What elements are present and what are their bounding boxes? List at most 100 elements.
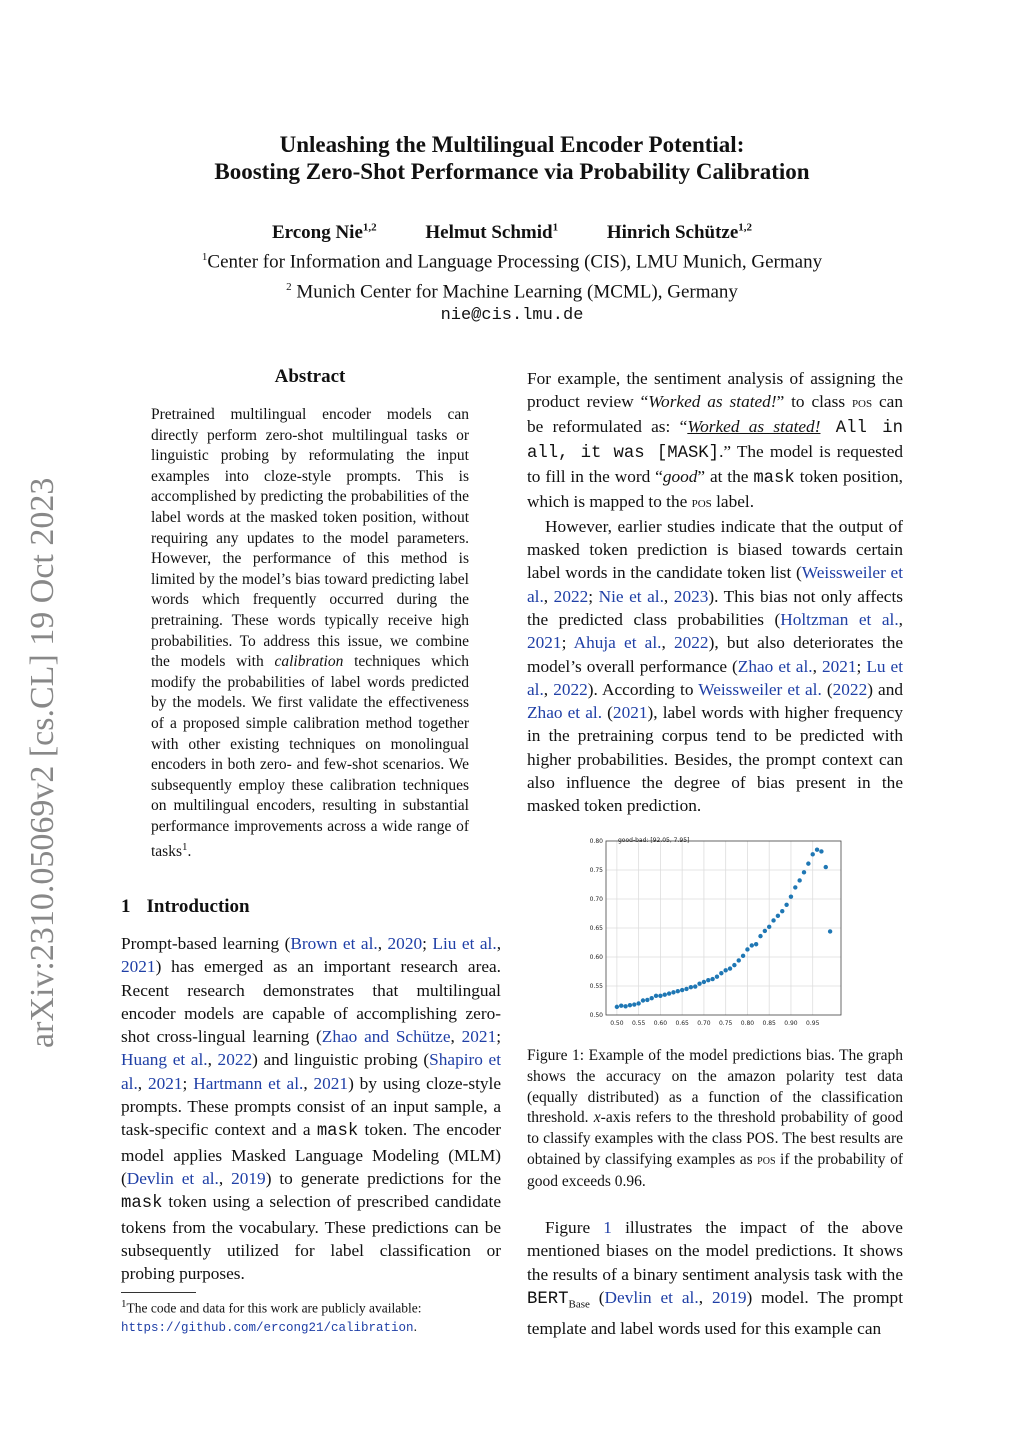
text-span: -axis refers to the threshold probabilit… bbox=[527, 1109, 904, 1168]
code-text: mask bbox=[316, 1122, 359, 1142]
italic-text: Worked as stated! bbox=[648, 392, 777, 412]
figure-1-chart: 0.50 0.55 0.60 0.65 0.70 0.75 0.80 0.85 0.90 0.95… bbox=[590, 837, 842, 1027]
data-point bbox=[640, 998, 646, 1003]
paragraph: For example, the sentiment analysis of a… bbox=[527, 367, 903, 515]
citation-link[interactable]: 2020 bbox=[387, 934, 423, 953]
code-text: BERT bbox=[527, 1289, 569, 1309]
author: Helmut Schmid1 bbox=[425, 222, 558, 243]
text-span: ; bbox=[856, 656, 867, 676]
abstract-body: Pretrained multilingual encoder models c… bbox=[151, 405, 469, 863]
citation-link[interactable]: Nie et al. bbox=[598, 586, 664, 606]
x-tick-label: 0.70 bbox=[697, 1020, 711, 1027]
affiliation-2: 2 Munich Center for Machine Learning (MC… bbox=[0, 275, 1024, 304]
text-span: , bbox=[377, 934, 388, 953]
y-tick-label: 0.65 bbox=[590, 925, 604, 932]
citation-link[interactable]: 2021 bbox=[313, 1073, 349, 1093]
text-span: ), label words with higher frequency in … bbox=[527, 703, 903, 816]
citation-link[interactable]: Devlin et al. bbox=[126, 1168, 219, 1188]
citation-link[interactable]: 2021 bbox=[147, 1073, 183, 1093]
citation-link[interactable]: Weissweiler et al. bbox=[527, 563, 903, 606]
citation-link[interactable]: 2019 bbox=[711, 1287, 747, 1307]
citation-link[interactable]: 2022 bbox=[217, 1050, 253, 1070]
title-line-2: Boosting Zero-Shot Performance via Proba… bbox=[214, 159, 810, 184]
text-span: , bbox=[137, 1073, 148, 1093]
author: Hinrich Schütze1,2 bbox=[607, 222, 752, 243]
citation-link[interactable]: Lu et al. bbox=[527, 656, 903, 699]
citation-link[interactable]: 2021 bbox=[821, 656, 857, 676]
citation-link[interactable]: Weissweiler et al. bbox=[698, 679, 822, 699]
citation-link[interactable]: Brown et al. bbox=[290, 934, 378, 953]
right-column-text-2: Figure 1 illustrates the impact of the a… bbox=[527, 1216, 903, 1340]
affil-sup: 1 bbox=[201, 251, 208, 264]
citation-link[interactable]: 2021 bbox=[461, 1027, 497, 1047]
italic-text: good bbox=[662, 467, 698, 487]
citation-link[interactable]: Holtzman et al. bbox=[780, 609, 899, 629]
data-point bbox=[810, 852, 815, 857]
citation-link[interactable]: Hartmann et al. bbox=[193, 1073, 304, 1093]
citation-link[interactable]: 2021 bbox=[612, 703, 648, 723]
citation-link[interactable]: Liu et al. bbox=[432, 934, 497, 953]
text-span: , bbox=[698, 1287, 712, 1307]
citation-link[interactable]: 2022 bbox=[553, 586, 589, 606]
citation-link[interactable]: 2021 bbox=[527, 633, 562, 653]
author-sup: 1 bbox=[552, 222, 559, 234]
footnote-text: The code and data for this work are publ… bbox=[126, 1300, 422, 1316]
text-span: ) and linguistic probing ( bbox=[252, 1050, 430, 1070]
citation-link[interactable]: Huang et al. bbox=[121, 1050, 208, 1070]
text-span: Figure 1: Example of the model predictio… bbox=[527, 1047, 903, 1127]
x-tick-label: 0.95 bbox=[806, 1020, 820, 1027]
text-span: ) to generate predictions for the bbox=[265, 1168, 501, 1188]
citation-link[interactable]: Ahuja et al. bbox=[573, 633, 662, 653]
footnote-link[interactable]: https://github.com/ercong21/calibration bbox=[121, 1320, 414, 1335]
citation-link[interactable]: Zhao and Schütze bbox=[321, 1027, 451, 1047]
text-span: , bbox=[898, 609, 903, 629]
data-point bbox=[771, 918, 776, 923]
chart-annotation: good-bad: [92.05, 7.95] bbox=[618, 837, 689, 844]
y-tick-label: 0.60 bbox=[590, 954, 604, 961]
data-point bbox=[784, 902, 789, 907]
right-column-text: For example, the sentiment analysis of a… bbox=[527, 367, 903, 818]
citation-link[interactable]: 2022 bbox=[674, 633, 709, 653]
citation-link[interactable]: 2019 bbox=[231, 1168, 266, 1188]
citation-link[interactable]: Devlin et al. bbox=[604, 1287, 699, 1307]
data-point bbox=[775, 913, 781, 919]
author-name: Ercong Nie bbox=[271, 222, 363, 244]
data-point bbox=[827, 929, 833, 934]
figure-caption: Figure 1: Example of the model predictio… bbox=[527, 1046, 903, 1193]
text-span: ), but also deteriorates the model’s ove… bbox=[527, 633, 904, 676]
x-tick-label: 0.50 bbox=[610, 1020, 624, 1027]
text-span: ( bbox=[602, 703, 613, 723]
x-tick-label: 0.55 bbox=[632, 1020, 646, 1027]
citation-link[interactable]: 1 bbox=[603, 1218, 612, 1237]
text-span: ; bbox=[588, 586, 599, 606]
y-tick-label: 0.70 bbox=[590, 896, 604, 903]
citation-link[interactable]: Shapiro et al. bbox=[121, 1050, 502, 1093]
data-point bbox=[797, 878, 802, 883]
citation-link[interactable]: 2022 bbox=[832, 679, 868, 699]
text-span: , bbox=[543, 679, 554, 699]
text-span: ; bbox=[561, 633, 574, 653]
y-tick-label: 0.55 bbox=[590, 983, 604, 990]
data-point bbox=[653, 993, 659, 999]
data-point bbox=[727, 966, 733, 971]
italic-text: x bbox=[593, 1109, 601, 1127]
data-point bbox=[723, 968, 728, 973]
y-tick-label: 0.50 bbox=[590, 1012, 604, 1019]
intro-body: Prompt-based learning (Brown et al., 202… bbox=[121, 932, 501, 1285]
data-point bbox=[645, 997, 650, 1003]
y-tick-label: 0.75 bbox=[590, 867, 604, 874]
data-point bbox=[710, 976, 715, 982]
data-point bbox=[632, 1002, 637, 1007]
citation-link[interactable]: 2023 bbox=[673, 586, 709, 606]
data-point bbox=[749, 943, 754, 948]
citation-link[interactable]: Zhao et al. bbox=[527, 703, 603, 723]
email[interactable]: nie@cis.lmu.de bbox=[440, 305, 584, 325]
citation-link[interactable]: 2021 bbox=[121, 957, 156, 977]
italic-text: calibration bbox=[274, 653, 344, 671]
data-point bbox=[636, 1001, 641, 1006]
citation-link[interactable]: 2022 bbox=[553, 679, 588, 699]
citation-link[interactable]: Zhao et al. bbox=[737, 656, 813, 676]
text-span: , bbox=[303, 1073, 314, 1093]
data-point bbox=[684, 986, 689, 992]
